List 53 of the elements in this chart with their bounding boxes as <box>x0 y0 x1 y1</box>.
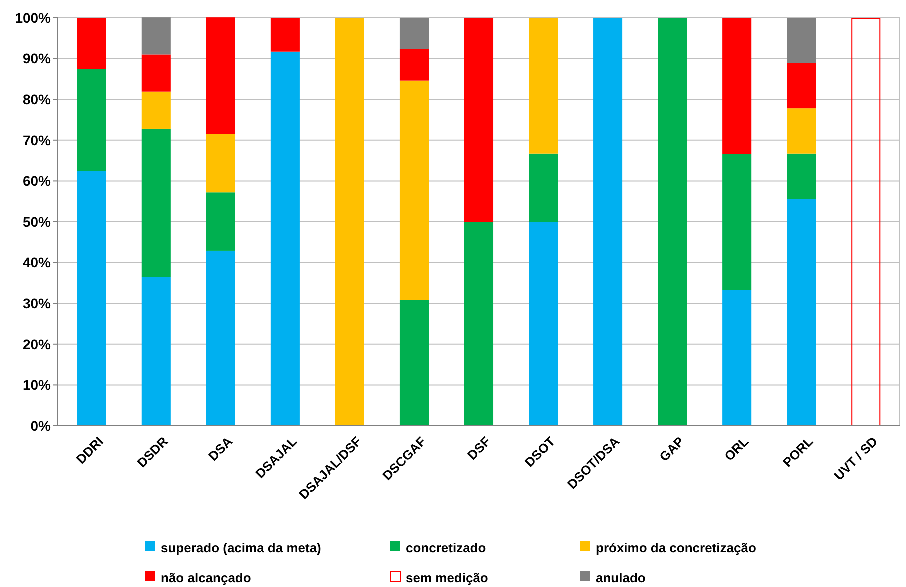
bar <box>787 18 816 64</box>
y-tick-label: 100% <box>15 10 52 26</box>
legend-label: próximo da concretização <box>596 540 756 556</box>
bar <box>787 108 816 154</box>
bar <box>77 18 106 69</box>
y-tick-label: 70% <box>22 132 52 148</box>
y-tick-label: 10% <box>22 377 52 394</box>
bar <box>77 69 106 171</box>
bar <box>722 154 752 290</box>
y-tick-label: 20% <box>22 336 52 352</box>
bar <box>142 92 171 129</box>
bar <box>464 222 494 426</box>
bar <box>77 171 106 426</box>
bar <box>787 154 816 200</box>
bar <box>335 18 364 426</box>
bar <box>400 300 429 426</box>
bar <box>529 18 558 154</box>
bar <box>270 52 300 426</box>
bar <box>206 134 236 193</box>
x-tick-label: ORL <box>722 434 752 464</box>
bar <box>206 18 236 134</box>
bar <box>464 18 494 222</box>
y-tick-label: 40% <box>22 254 52 271</box>
bar <box>722 290 752 426</box>
bar <box>142 277 171 426</box>
bar <box>270 18 300 52</box>
y-tick-label: 80% <box>22 92 52 108</box>
bar <box>658 18 688 426</box>
bar <box>400 49 429 81</box>
bar <box>142 18 171 55</box>
legend-label: não alcançado <box>161 570 252 586</box>
bar <box>206 250 236 426</box>
y-tick-label: 50% <box>22 214 52 230</box>
legend-label: sem medição <box>406 570 488 586</box>
legend-label: superado (acima da meta) <box>161 540 322 556</box>
bar <box>142 128 171 278</box>
bar <box>206 192 236 251</box>
bar <box>852 18 881 426</box>
bar <box>400 80 429 300</box>
bar <box>594 18 623 426</box>
bar <box>529 222 558 426</box>
bar <box>142 54 171 92</box>
legend-label: anulado <box>596 570 646 586</box>
y-tick-label: 30% <box>22 296 52 312</box>
bar <box>722 18 752 154</box>
bar <box>787 199 816 426</box>
y-tick-label: 90% <box>22 50 52 67</box>
y-tick-label: 60% <box>22 173 52 190</box>
bar <box>787 63 816 109</box>
bar <box>529 154 558 222</box>
y-tick-label: 0% <box>30 418 52 434</box>
bar <box>400 18 429 50</box>
legend-label: concretizado <box>406 540 486 556</box>
